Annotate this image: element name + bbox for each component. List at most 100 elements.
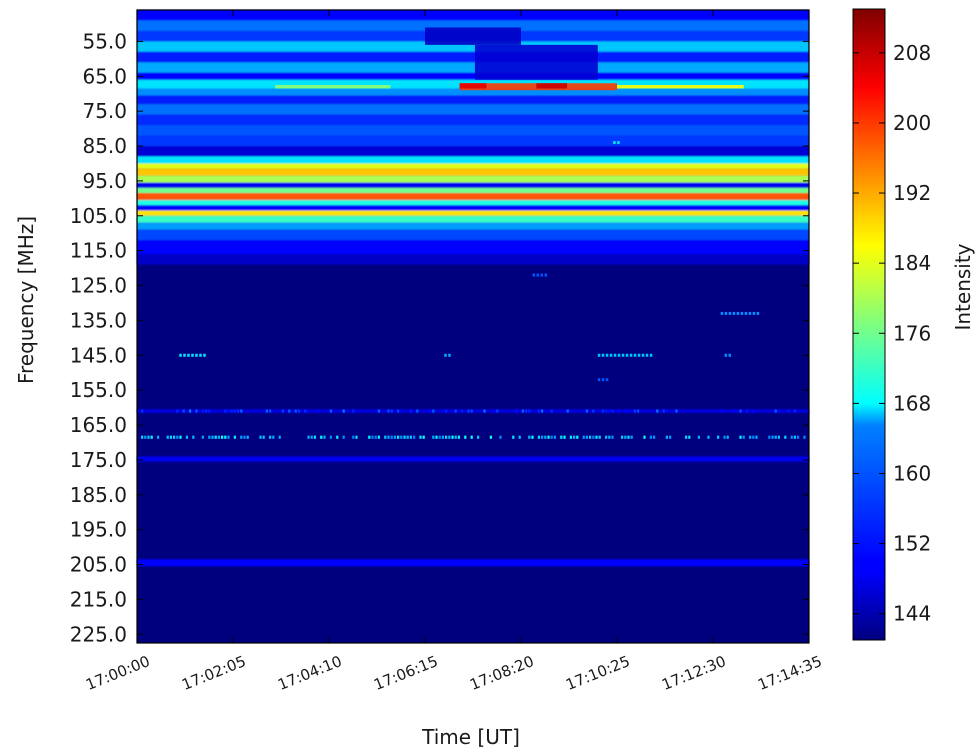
interference-dot	[144, 435, 147, 439]
interference-dot	[141, 435, 144, 439]
interference-dot	[153, 409, 156, 413]
colorbar-tick-label: 200	[893, 111, 931, 135]
interference-dot	[208, 435, 211, 439]
interference-dot	[147, 435, 150, 439]
emission-spot	[621, 353, 625, 357]
emission-spot	[617, 353, 621, 357]
interference-dot	[368, 435, 371, 439]
interference-dot	[605, 435, 608, 439]
interference-dot	[269, 409, 272, 413]
x-tick-label: 17:10:25	[563, 652, 632, 694]
emission-feature	[425, 27, 521, 45]
x-tick-label: 17:02:05	[179, 652, 248, 694]
y-tick-label: 205.0	[70, 553, 127, 577]
interference-dot	[227, 435, 230, 439]
frequency-band	[137, 114, 809, 126]
interference-dot	[201, 409, 204, 413]
interference-dot	[531, 435, 534, 439]
interference-dot	[288, 409, 291, 413]
interference-dot	[182, 409, 185, 413]
interference-dot	[371, 435, 374, 439]
interference-dot	[157, 435, 160, 439]
emission-spot	[597, 353, 601, 357]
interference-dot	[374, 435, 377, 439]
interference-dot	[717, 435, 720, 439]
interference-dot	[441, 409, 444, 413]
emission-spot	[641, 353, 645, 357]
interference-dot	[281, 409, 284, 413]
frequency-band	[137, 222, 809, 230]
plot-area	[136, 9, 810, 644]
emission-spot	[609, 353, 613, 357]
interference-dot	[352, 409, 355, 413]
emission-spot	[625, 353, 629, 357]
interference-dot	[470, 435, 473, 439]
frequency-band	[137, 193, 809, 201]
interference-dot	[141, 409, 144, 413]
interference-dot	[467, 409, 470, 413]
emission-spot	[732, 311, 736, 315]
interference-dot	[387, 435, 390, 439]
emission-spot	[617, 141, 620, 145]
interference-dot	[454, 435, 457, 439]
interference-dot	[649, 435, 652, 439]
interference-dot	[409, 435, 412, 439]
colorbar-tick-label: 208	[893, 41, 931, 65]
interference-dot	[656, 409, 659, 413]
emission-spot	[728, 311, 732, 315]
frequency-band	[137, 41, 809, 52]
interference-dot	[515, 409, 518, 413]
emission-spot	[605, 378, 609, 382]
interference-dot	[224, 409, 227, 413]
colorbar-tick-label: 184	[893, 251, 931, 275]
interference-dot	[675, 409, 678, 413]
interference-dot	[304, 409, 307, 413]
interference-dot	[627, 409, 630, 413]
interference-dot	[768, 435, 771, 439]
emission-spot	[605, 353, 609, 357]
interference-dot	[643, 435, 646, 439]
interference-dot	[393, 435, 396, 439]
interference-dot	[739, 409, 742, 413]
interference-dot	[384, 435, 387, 439]
frequency-band	[137, 20, 809, 31]
interference-dot	[793, 409, 796, 413]
interference-dot	[262, 435, 265, 439]
interference-dot	[653, 435, 656, 439]
interference-dot	[489, 435, 492, 439]
interference-dot	[528, 435, 531, 439]
emission-spot	[613, 353, 617, 357]
frequency-band	[137, 156, 809, 164]
interference-dot	[166, 435, 169, 439]
interference-dot	[774, 409, 777, 413]
interference-dot	[246, 435, 249, 439]
interference-dot	[150, 435, 153, 439]
interference-dot	[307, 409, 310, 413]
emission-spot	[540, 273, 544, 277]
y-tick-label: 55.0	[82, 29, 127, 53]
interference-dot	[563, 435, 566, 439]
frequency-band	[137, 125, 809, 136]
interference-dot	[797, 435, 800, 439]
interference-dot	[541, 409, 544, 413]
emission-spot	[195, 353, 198, 357]
interference-dot	[598, 435, 601, 439]
emission-spot	[649, 353, 653, 357]
y-axis-label: Frequency [MHz]	[14, 216, 38, 384]
interference-dot	[512, 435, 515, 439]
frequency-band	[137, 146, 809, 157]
y-tick-label: 155.0	[70, 378, 127, 402]
frequency-band	[137, 72, 809, 80]
x-tick-label: 17:12:30	[659, 652, 728, 694]
interference-dot	[749, 435, 752, 439]
interference-dot	[355, 435, 358, 439]
y-tick-label: 185.0	[70, 483, 127, 507]
interference-dot	[752, 435, 755, 439]
interference-dot	[803, 435, 806, 439]
interference-dot	[733, 409, 736, 413]
y-tick-label: 95.0	[82, 169, 127, 193]
interference-dot	[397, 435, 400, 439]
emission-spots	[141, 141, 806, 439]
emission-spot	[597, 378, 601, 382]
interference-dot	[390, 409, 393, 413]
